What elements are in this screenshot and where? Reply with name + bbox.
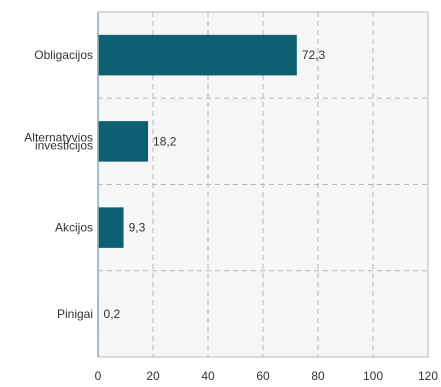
category-label-line: Akcijos	[55, 221, 93, 235]
data-label: 18,2	[153, 134, 177, 148]
x-tick-label: 0	[95, 369, 102, 383]
category-label-line: Obligacijos	[34, 48, 93, 62]
category-label-line: Alternatyvios	[24, 130, 93, 144]
x-tick-label: 100	[363, 369, 383, 383]
data-label: 0,2	[104, 307, 121, 321]
bar	[98, 34, 297, 76]
x-tick-label: 40	[201, 369, 215, 383]
bar	[98, 121, 149, 162]
x-tick-label: 20	[146, 369, 160, 383]
x-tick-labels-group: 0 20 40 60 80 100 120	[95, 369, 439, 383]
category-label-line: Pinigai	[57, 307, 93, 321]
bar	[98, 207, 124, 248]
category-label: Obligacijos	[34, 48, 93, 62]
x-tick-label: 80	[311, 369, 325, 383]
category-label-line: investicijos	[35, 138, 93, 152]
data-labels-group: 72,3 18,2 9,3 0,2	[104, 48, 326, 321]
data-label: 9,3	[129, 221, 146, 235]
bars-group	[98, 34, 297, 335]
category-labels-group: Obligacijos Alternatyvios investicijos Akci…	[24, 48, 93, 321]
category-label: Akcijos	[55, 221, 93, 235]
category-label: Alternatyvios investicijos	[24, 130, 93, 152]
x-tick-label: 60	[256, 369, 270, 383]
category-label: Pinigai	[57, 307, 93, 321]
x-tick-label: 120	[418, 369, 438, 383]
data-label: 72,3	[302, 48, 326, 62]
